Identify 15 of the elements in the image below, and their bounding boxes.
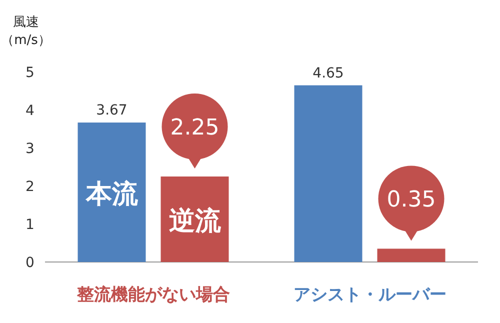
data-label: 3.67 [96,102,128,119]
y-tick-label: 1 [26,217,34,233]
x-tick-label: アシスト・ルーバー [293,285,446,305]
y-tick-label: 4 [26,103,35,119]
y-tick-label: 0 [26,255,34,271]
x-tick-label: 整流機能がない場合 [76,285,230,305]
y-tick-label: 2 [26,179,34,195]
data-label: 2.25 [170,116,220,140]
series-label: 本流 [84,179,139,210]
data-label: 4.65 [312,65,344,82]
y-axis-title: 風速（m/s） [1,15,51,48]
data-label: 0.35 [386,188,436,213]
series-label: 逆流 [168,206,222,236]
y-tick-label: 3 [26,141,34,157]
y-tick-label: 5 [26,65,34,81]
